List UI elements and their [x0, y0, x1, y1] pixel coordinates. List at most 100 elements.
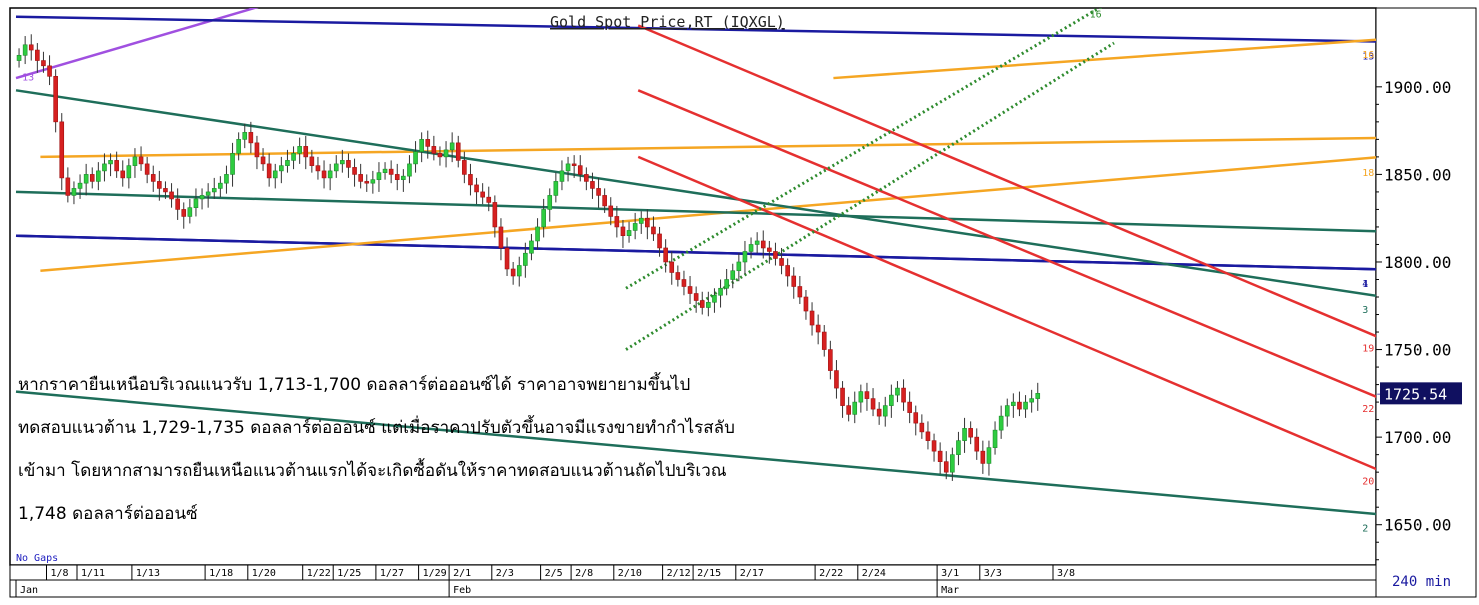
candle — [840, 381, 845, 418]
trendline-12 — [637, 155, 1376, 471]
candle — [132, 148, 138, 178]
month-label: Feb — [453, 585, 471, 596]
candle — [821, 325, 827, 357]
candle — [577, 155, 583, 182]
candle — [272, 163, 278, 189]
trendline-label-10: 19 — [1362, 344, 1374, 355]
candle — [779, 247, 784, 275]
trendline-8 — [15, 190, 1376, 233]
candle — [846, 396, 851, 422]
candle — [474, 177, 479, 205]
candle — [1017, 391, 1022, 417]
candle — [565, 156, 571, 182]
candle — [1029, 389, 1034, 413]
x-tick-label: 1/18 — [209, 568, 233, 579]
last-price-marker: 1725.54 — [1380, 382, 1462, 405]
x-tick-label: 2/5 — [545, 568, 563, 579]
candle — [462, 151, 467, 184]
candle — [150, 165, 156, 192]
candle — [956, 431, 961, 466]
candle — [968, 421, 973, 445]
candle — [455, 135, 461, 168]
candle — [77, 174, 83, 199]
trendline-14 — [625, 41, 1115, 351]
x-tick-label: 3/3 — [984, 568, 1002, 579]
candle — [248, 121, 254, 154]
x-tick-label: 2/22 — [819, 568, 843, 579]
candle — [852, 391, 858, 424]
candle — [693, 286, 699, 313]
candle — [340, 149, 345, 173]
x-tick-label: 1/11 — [81, 568, 105, 579]
candle — [102, 153, 107, 182]
candle — [22, 36, 28, 65]
candle — [205, 183, 211, 208]
trendline-1 — [15, 15, 1376, 43]
x-tick-label: 2/1 — [453, 568, 471, 579]
candle — [28, 34, 34, 61]
annotation-line-1: หากราคายืนเหนือบริเวณแนวรับ 1,713-1,700 … — [18, 372, 690, 395]
candle — [687, 275, 693, 305]
candle — [144, 156, 150, 184]
trendline-7 — [15, 89, 1376, 298]
candle — [950, 447, 955, 481]
candle — [718, 279, 723, 308]
y-tick-label: 1900.00 — [1384, 78, 1451, 97]
candle — [266, 153, 272, 187]
candle — [413, 141, 418, 173]
candle — [901, 379, 906, 411]
candle — [504, 237, 510, 276]
candle — [675, 265, 681, 287]
candle — [706, 291, 711, 317]
candle — [218, 176, 223, 198]
candle — [352, 158, 357, 187]
candle — [157, 170, 162, 201]
last-price-label: 1725.54 — [1384, 385, 1447, 403]
candle — [120, 160, 126, 187]
candle — [175, 188, 180, 220]
candle — [584, 167, 589, 191]
x-tick-label: 1/13 — [136, 568, 160, 579]
trendline-label-9: 2 — [1362, 523, 1368, 534]
candle — [16, 48, 22, 68]
candle — [71, 181, 77, 205]
trendline-label-4: 16 — [1362, 50, 1374, 61]
candle — [632, 212, 638, 240]
candle — [114, 151, 119, 178]
candle — [1023, 395, 1028, 418]
candle — [498, 218, 504, 261]
candle — [620, 219, 626, 248]
trendline-10 — [637, 24, 1376, 338]
candle — [364, 174, 370, 192]
x-axis: 1/8 1/11 1/13 1/18 1/20 1/22 1/25 1/27 1/29 2/1 2/… — [15, 565, 1075, 597]
candle — [327, 163, 333, 191]
candle — [230, 142, 235, 187]
candle — [864, 382, 870, 411]
trendline-label-0: 13 — [22, 72, 34, 83]
candle — [730, 263, 736, 289]
candle — [681, 270, 687, 296]
candle — [260, 148, 266, 171]
candle — [510, 261, 516, 285]
candle — [370, 170, 376, 194]
candle — [480, 183, 485, 205]
candle — [47, 55, 52, 86]
candles-layer — [16, 34, 1041, 481]
candle — [138, 146, 144, 171]
candle — [748, 237, 754, 259]
trendline-5 — [40, 156, 1376, 272]
x-tick-label: 2/12 — [667, 568, 691, 579]
candle — [785, 258, 790, 287]
candle — [773, 242, 778, 266]
candle — [279, 156, 284, 184]
candle — [83, 163, 89, 196]
y-tick-label: 1650.00 — [1384, 516, 1451, 535]
candle — [224, 165, 229, 194]
candle — [614, 205, 620, 238]
x-tick-label: 1/20 — [252, 568, 276, 579]
candle — [285, 149, 290, 173]
candle — [645, 209, 650, 240]
trendline-label-1: 13 — [1362, 51, 1374, 62]
